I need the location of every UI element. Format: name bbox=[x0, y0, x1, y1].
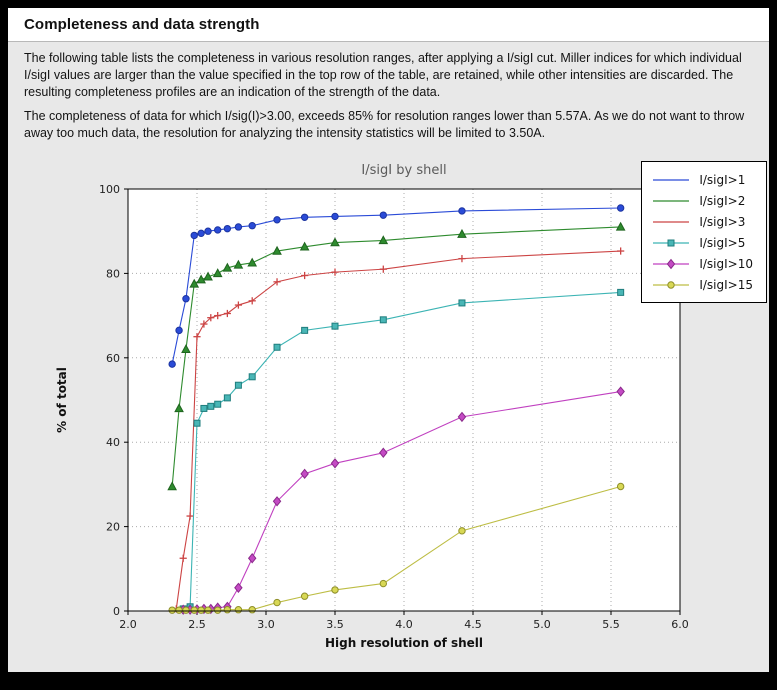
chart-legend: I/sigI>1 I/sigI>2 I/sigI>3 I/sigI>5 I/sigI>1… bbox=[641, 161, 767, 303]
legend-item: I/sigI>2 bbox=[651, 190, 753, 211]
y-tick-label: 100 bbox=[99, 183, 120, 196]
series-i-sigi-1 bbox=[168, 204, 625, 368]
legend-line-sample bbox=[653, 239, 690, 246]
x-tick-label: 3.0 bbox=[257, 618, 275, 631]
x-tick-label: 5.0 bbox=[533, 618, 551, 631]
y-axis-label: % of total bbox=[55, 367, 69, 433]
x-tick-label: 4.5 bbox=[464, 618, 482, 631]
page-title: Completeness and data strength bbox=[24, 16, 260, 33]
legend-item: I/sigI>10 bbox=[651, 253, 753, 274]
x-axis-label: High resolution of shell bbox=[325, 636, 483, 650]
legend-item: I/sigI>5 bbox=[651, 232, 753, 253]
legend-label: I/sigI>10 bbox=[699, 256, 753, 271]
completeness-plot: 2.0 2.5 3.0 3.5 4.0 4.5 5.0 5.5 6.0 0 20 40 60 80 100 I… bbox=[55, 163, 689, 650]
intro-paragraph-2: The completeness of data for which I/sig… bbox=[24, 109, 745, 140]
legend-label: I/sigI>1 bbox=[699, 172, 746, 187]
intro-paragraph-1: The following table lists the completene… bbox=[24, 51, 742, 99]
legend-line-sample bbox=[653, 258, 690, 269]
legend-item: I/sigI>1 bbox=[651, 169, 753, 190]
y-tick-label: 60 bbox=[106, 352, 120, 365]
report-panel: Completeness and data strength The follo… bbox=[8, 8, 769, 672]
legend-label: I/sigI>15 bbox=[699, 277, 753, 292]
y-tick-label: 80 bbox=[106, 267, 120, 280]
x-tick-label: 3.5 bbox=[326, 618, 344, 631]
legend-label: I/sigI>2 bbox=[699, 193, 746, 208]
y-tick-label: 0 bbox=[113, 605, 120, 618]
legend-line-sample bbox=[653, 199, 690, 202]
report-header: Completeness and data strength bbox=[8, 8, 769, 42]
x-tick-label: 4.0 bbox=[395, 618, 413, 631]
y-tick-label: 40 bbox=[106, 436, 120, 449]
series-i-sigi-2 bbox=[167, 221, 626, 491]
x-tick-label: 6.0 bbox=[671, 618, 689, 631]
legend-line-sample bbox=[653, 220, 690, 223]
legend-line-sample bbox=[653, 178, 690, 181]
legend-item: I/sigI>3 bbox=[651, 211, 753, 232]
legend-item: I/sigI>15 bbox=[651, 274, 753, 295]
x-tick-label: 2.5 bbox=[188, 618, 206, 631]
x-tick-label: 2.0 bbox=[119, 618, 137, 631]
legend-line-sample bbox=[653, 280, 690, 289]
y-tick-label: 20 bbox=[106, 521, 120, 534]
report-content: The following table lists the completene… bbox=[8, 42, 769, 669]
legend-label: I/sigI>3 bbox=[699, 214, 746, 229]
chart-title: I/sigI by shell bbox=[361, 163, 446, 178]
legend-label: I/sigI>5 bbox=[699, 235, 746, 250]
chart-region: 2.0 2.5 3.0 3.5 4.0 4.5 5.0 5.5 6.0 0 20 40 60 80 100 I… bbox=[24, 149, 767, 669]
x-tick-label: 5.5 bbox=[602, 618, 620, 631]
